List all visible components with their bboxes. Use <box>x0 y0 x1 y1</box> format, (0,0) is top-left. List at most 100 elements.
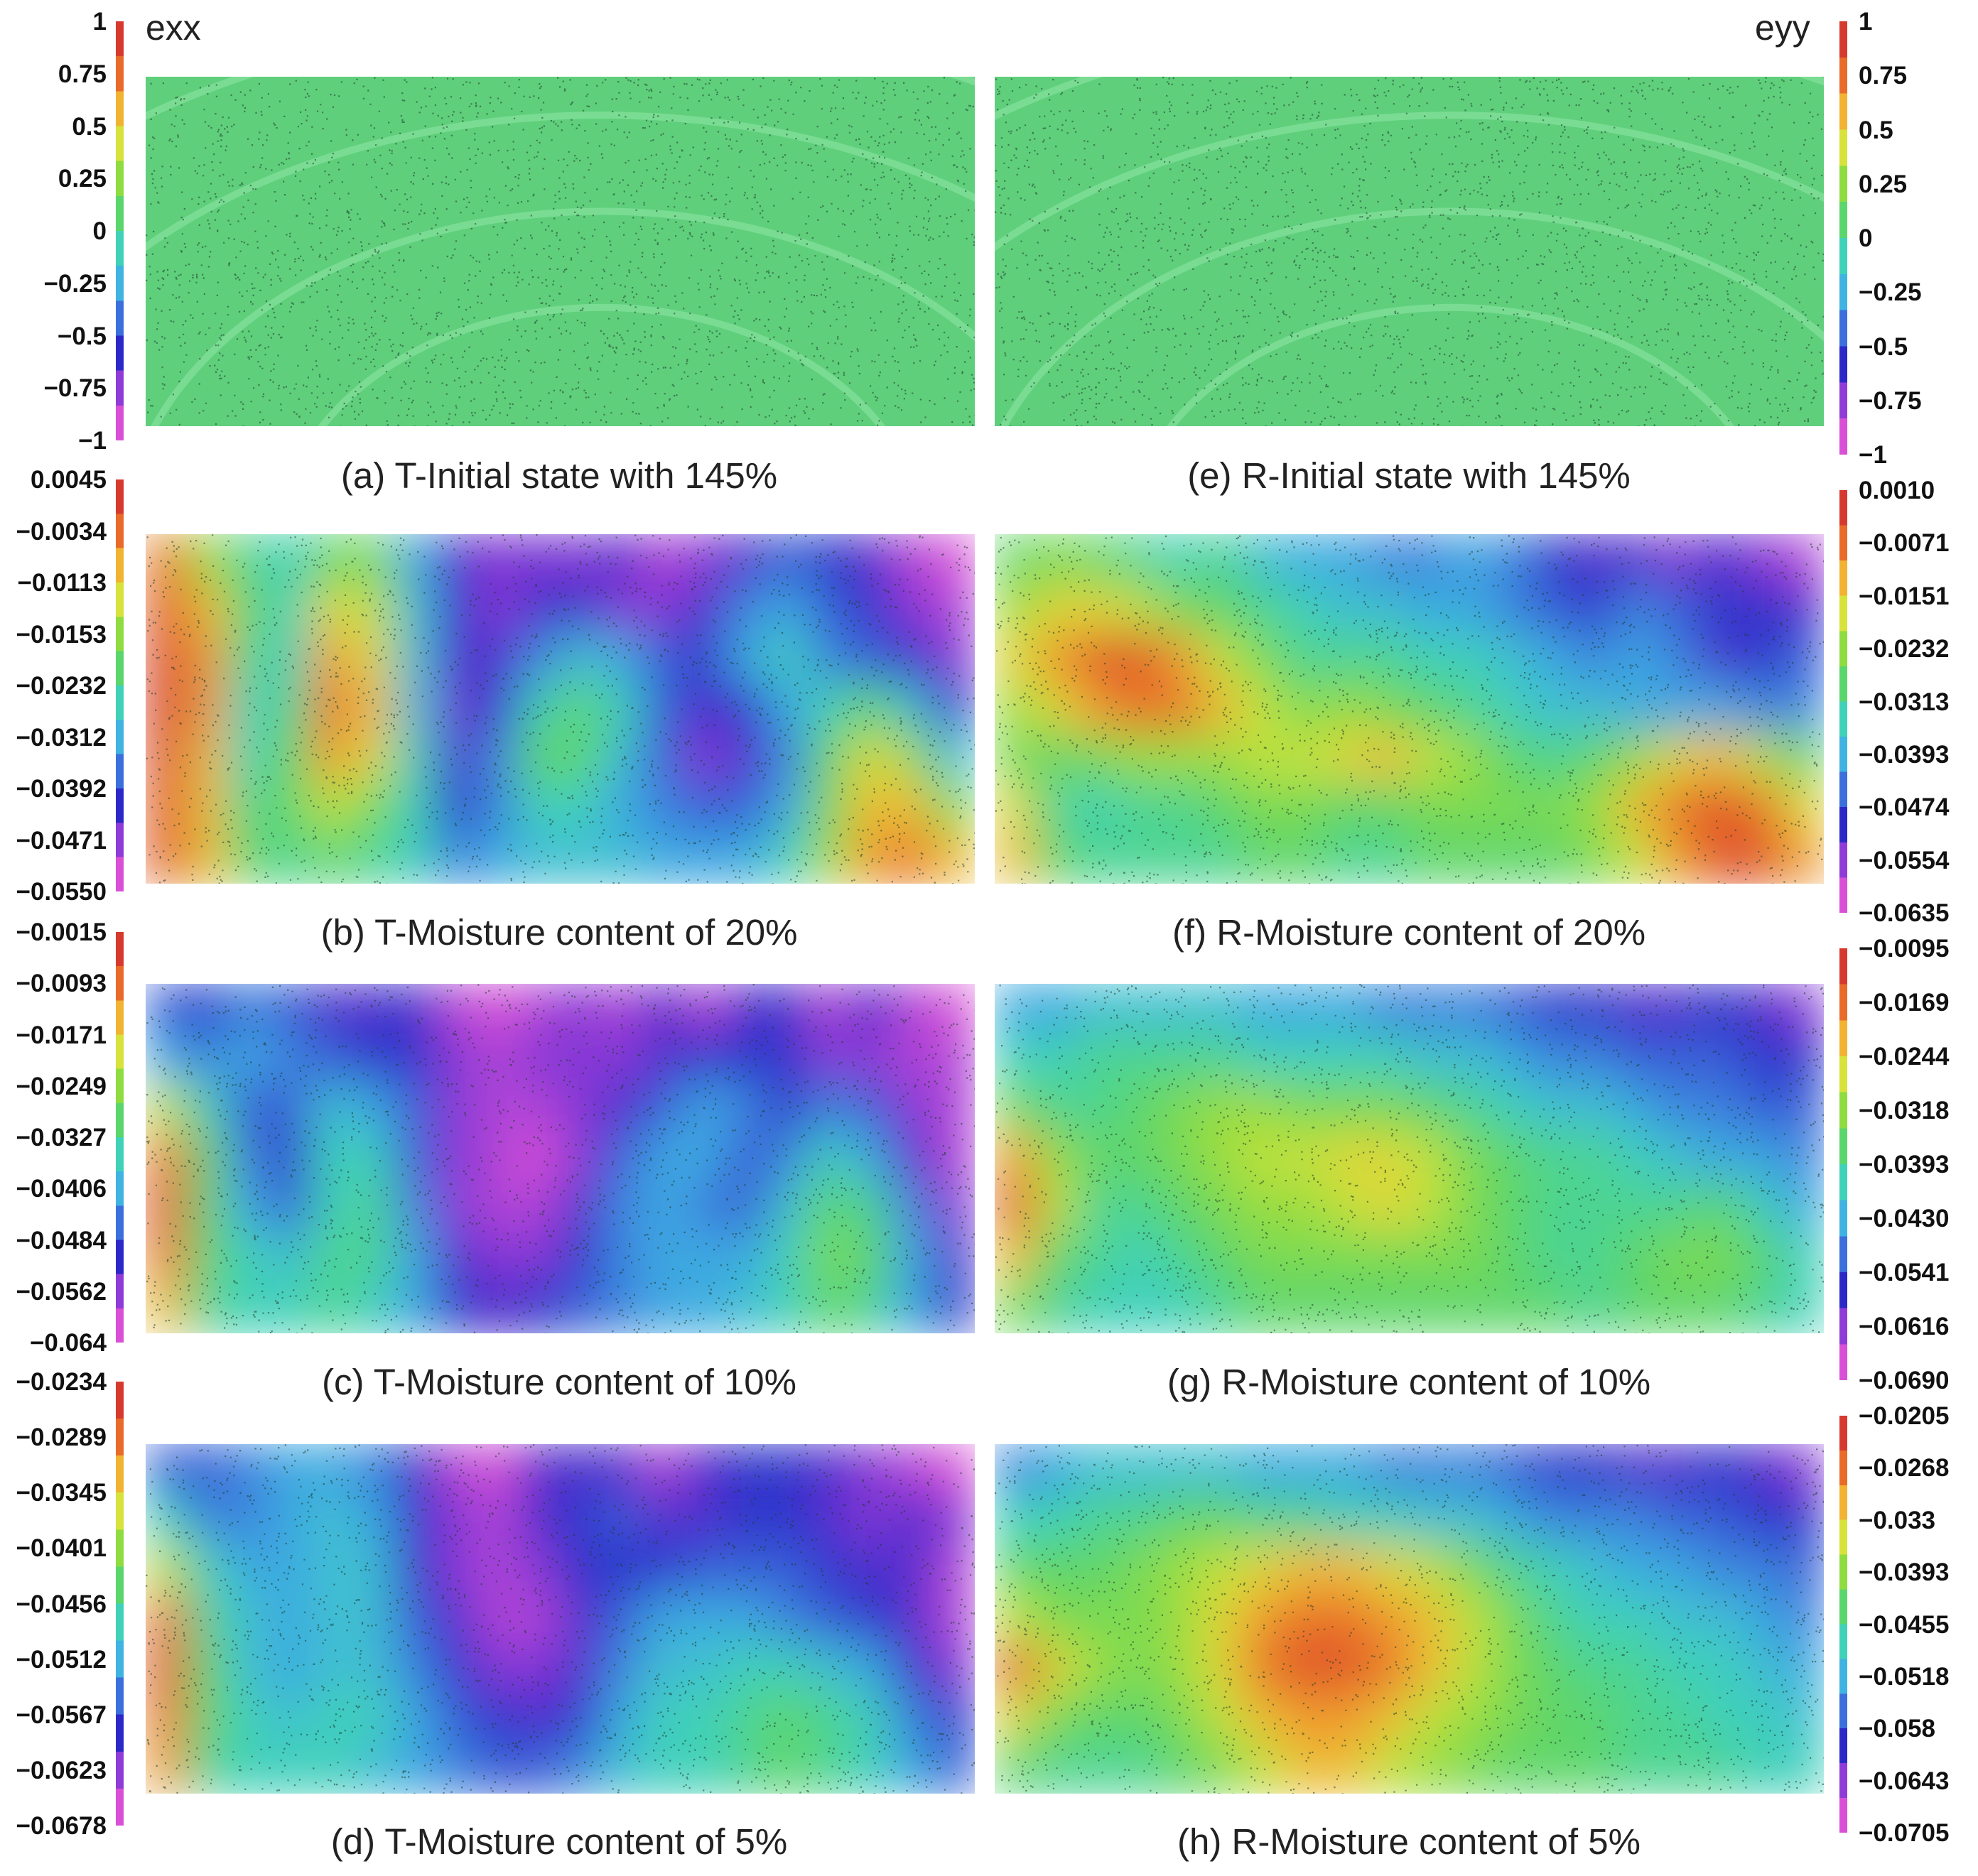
heatmap-cell <box>185 1232 230 1285</box>
heatmap-cell <box>310 1232 355 1285</box>
heatmap-cell <box>1283 732 1328 786</box>
heatmap-cell <box>1615 1592 1660 1646</box>
heatmap-cell <box>1242 782 1287 835</box>
heatmap-cell <box>683 732 728 786</box>
heatmap-cell <box>558 582 603 636</box>
heatmap-cell <box>185 1592 230 1646</box>
heatmap-cell <box>600 732 645 786</box>
exx-colorbar-a <box>116 21 124 440</box>
heatmap-cell <box>1697 1032 1743 1085</box>
heatmap-cell <box>1573 1032 1618 1085</box>
heatmap-cell <box>1615 1692 1660 1745</box>
heatmap-cell <box>1491 1082 1535 1135</box>
heatmap-cell <box>600 1692 645 1745</box>
heatmap-cell <box>227 1492 272 1546</box>
heatmap-cell <box>146 1542 189 1595</box>
heatmap-cell <box>1034 1182 1079 1235</box>
heatmap-cell <box>434 1281 479 1333</box>
heatmap-cell <box>1118 1281 1162 1333</box>
heatmap-cell <box>1615 1182 1660 1235</box>
heatmap-cell <box>890 832 935 884</box>
heatmap-cell <box>1656 534 1701 586</box>
heatmap-cell <box>1697 782 1743 835</box>
colorbar-tick-label: −0.0318 <box>1859 1097 1950 1124</box>
heatmap-cell <box>1324 1232 1370 1285</box>
heatmap-cell <box>269 1642 313 1696</box>
heatmap-cell <box>1118 1492 1162 1546</box>
heatmap-cell <box>1118 732 1162 786</box>
heatmap-cell <box>642 832 686 884</box>
heatmap-cell <box>434 1132 479 1186</box>
heatmap-cell <box>1615 1444 1660 1496</box>
heatmap-cell <box>146 1281 189 1333</box>
colorbar-tick-label: 1 <box>92 8 107 36</box>
heatmap-cell <box>1200 732 1245 786</box>
heatmap-cell <box>1159 1692 1204 1745</box>
heatmap-cell <box>1573 1132 1618 1186</box>
growth-ring-mark <box>995 112 1824 251</box>
heatmap-cell <box>683 832 728 884</box>
heatmap-cell <box>1449 1642 1494 1696</box>
colorbar-tick-label: −0.0512 <box>16 1645 107 1674</box>
heatmap-cell <box>227 1182 272 1235</box>
heatmap-cell <box>1739 1182 1784 1235</box>
heatmap-cell <box>1615 1492 1660 1546</box>
heatmap-cell <box>393 1742 438 1794</box>
colorbar-tick-label: −0.0153 <box>16 620 107 649</box>
heatmap-cell <box>1366 534 1411 586</box>
heatmap-cell <box>931 782 975 835</box>
heatmap-cell <box>185 582 230 636</box>
heatmap-cell <box>931 632 975 685</box>
heatmap-cell <box>642 1592 686 1646</box>
heatmap-cell <box>1449 832 1494 884</box>
heatmap-cell <box>1242 1232 1287 1285</box>
heatmap-cell <box>642 984 686 1036</box>
heatmap-cell <box>995 984 1038 1036</box>
heatmap-cell <box>1449 534 1494 586</box>
colorbar-tick-label: −0.0312 <box>16 723 107 752</box>
heatmap-cell <box>1366 682 1411 736</box>
heatmap-cell <box>1242 1032 1287 1085</box>
heatmap-cell <box>848 1032 894 1085</box>
heatmap-cell <box>269 1492 313 1546</box>
heatmap-cell <box>146 1692 189 1745</box>
heatmap-cell <box>995 632 1038 685</box>
heatmap-cell <box>1283 682 1328 736</box>
heatmap-cell <box>890 1082 935 1135</box>
heatmap-cell <box>807 1232 852 1285</box>
heatmap-cell <box>931 1692 975 1745</box>
heatmap-cell <box>1283 782 1328 835</box>
heatmap-cell <box>434 732 479 786</box>
heatmap-cell <box>1366 1281 1411 1333</box>
heatmap-cell <box>1449 632 1494 685</box>
heatmap-cell <box>890 1692 935 1745</box>
strain-map-panel-f <box>995 534 1824 884</box>
growth-ring-mark <box>151 207 975 426</box>
heatmap-cell <box>1324 1642 1370 1696</box>
heatmap-cell <box>475 1182 521 1235</box>
heatmap-cell <box>995 1542 1038 1595</box>
heatmap-cell <box>1407 1232 1452 1285</box>
heatmap-cell <box>185 1492 230 1546</box>
heatmap-cell <box>1076 1444 1121 1496</box>
heatmap-cell <box>1283 1692 1328 1745</box>
heatmap-cell <box>1449 782 1494 835</box>
heatmap-cell <box>393 1082 438 1135</box>
heatmap-cell <box>1739 1642 1784 1696</box>
heatmap-cell <box>931 582 975 636</box>
heatmap-cell <box>724 1492 769 1546</box>
growth-ring-mark <box>146 112 975 251</box>
heatmap-cell <box>434 1444 479 1496</box>
heatmap-cell <box>724 1281 769 1333</box>
heatmap-cell <box>890 1444 935 1496</box>
colorbar-tick-label: −0.0567 <box>16 1701 107 1729</box>
heatmap-cell <box>351 1542 396 1595</box>
heatmap-cell <box>1283 1232 1328 1285</box>
heatmap-cell <box>683 682 728 736</box>
heatmap-cell <box>517 682 562 736</box>
heatmap-cell <box>1532 534 1577 586</box>
exx-heading: exx <box>146 8 201 48</box>
heatmap-cell <box>724 1232 769 1285</box>
heatmap-cell <box>185 1444 230 1496</box>
heatmap-cell <box>1697 1232 1743 1285</box>
